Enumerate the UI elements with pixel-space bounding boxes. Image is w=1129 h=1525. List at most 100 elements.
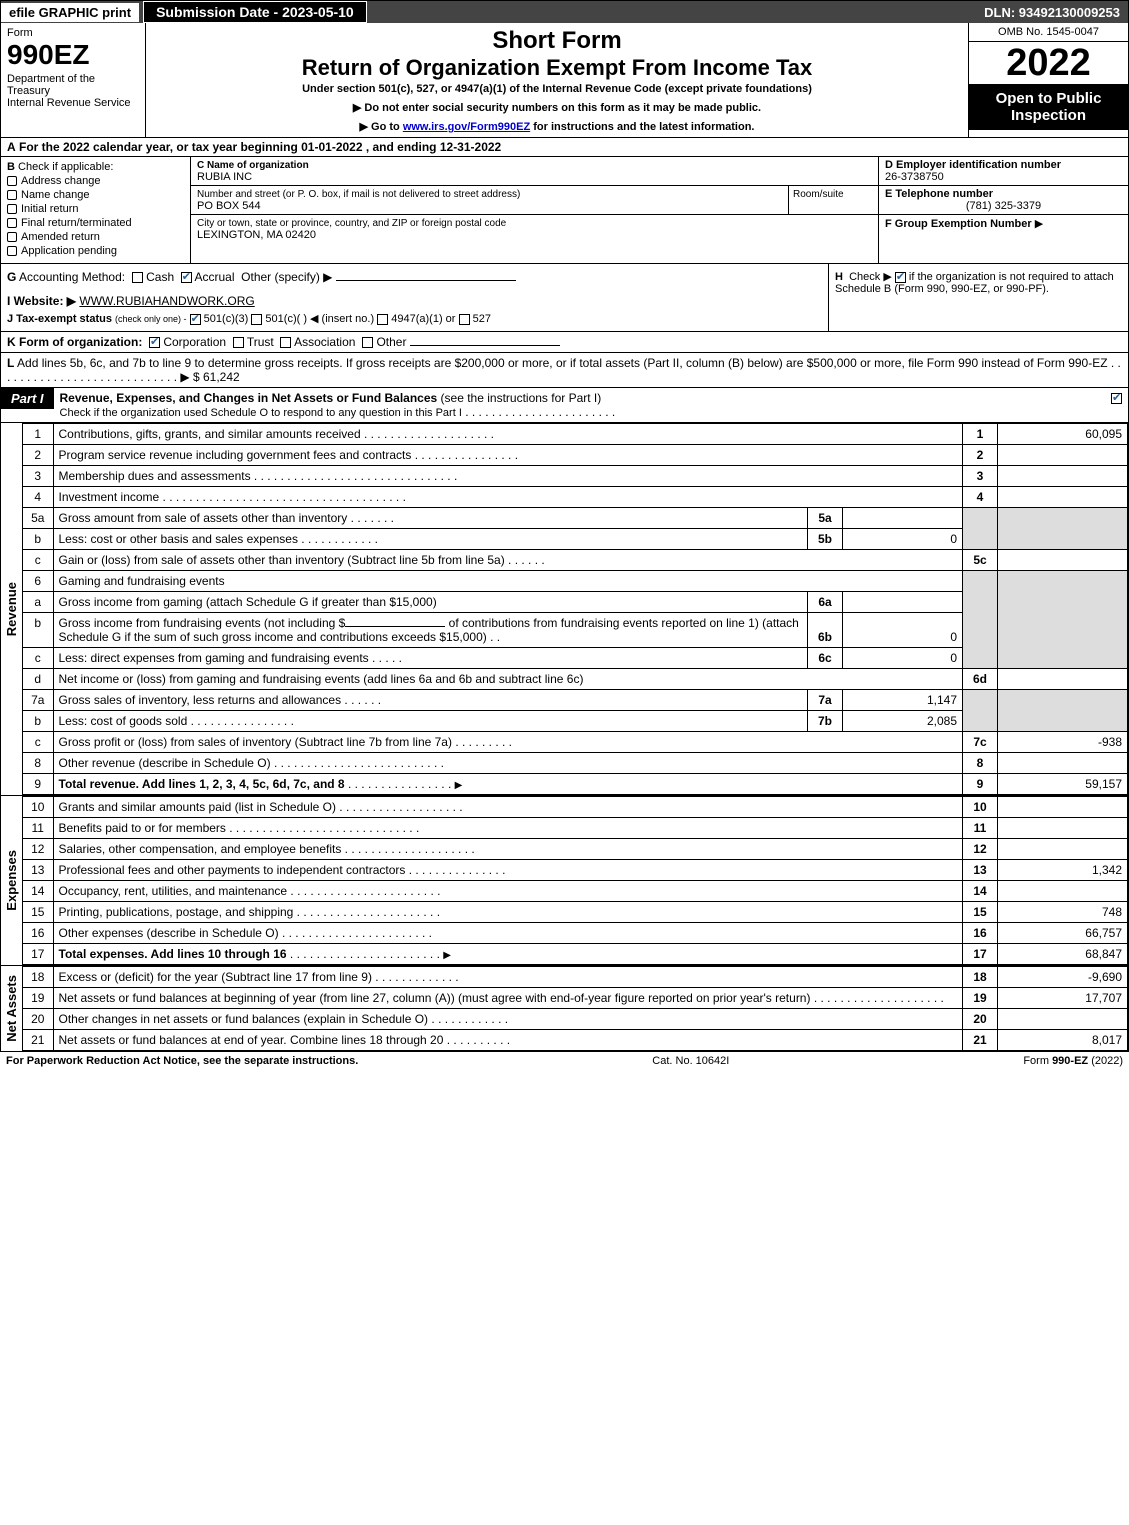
omb-number: OMB No. 1545-0047 — [969, 23, 1128, 42]
line-5a: 5a Gross amount from sale of assets othe… — [23, 508, 1128, 529]
addr-label: Number and street (or P. O. box, if mail… — [197, 189, 520, 200]
other-input[interactable] — [336, 280, 516, 281]
l5b-num: b — [23, 529, 53, 550]
l5c-num: c — [23, 550, 53, 571]
k-other-input[interactable] — [410, 345, 560, 346]
k-trust: Trust — [247, 335, 274, 349]
form-label: Form — [7, 27, 139, 39]
l6c-desc: Less: direct expenses from gaming and fu… — [59, 651, 369, 665]
chk-corp[interactable] — [149, 337, 160, 348]
l7b-desc: Less: cost of goods sold — [59, 714, 188, 728]
l1-linenum: 1 — [963, 424, 998, 445]
j-opt3: 4947(a)(1) or — [391, 313, 455, 325]
l2-linenum: 2 — [963, 445, 998, 466]
netassets-side: Net Assets — [1, 966, 23, 1051]
chk-527[interactable] — [459, 314, 470, 325]
chk-part1[interactable] — [1111, 393, 1122, 404]
line-9: 9 Total revenue. Add lines 1, 2, 3, 4, 5… — [23, 774, 1128, 795]
row-a: A For the 2022 calendar year, or tax yea… — [1, 138, 1128, 157]
l17-val: 68,847 — [998, 944, 1128, 965]
part1-title: Revenue, Expenses, and Changes in Net As… — [60, 391, 438, 405]
l15-num: 15 — [23, 902, 53, 923]
l1-val: 60,095 — [998, 424, 1128, 445]
chk-name-change[interactable]: Name change — [7, 189, 184, 201]
arrow-icon-17 — [443, 947, 451, 961]
chk-4947[interactable] — [377, 314, 388, 325]
l7a-num: 7a — [23, 690, 53, 711]
l7c-val: -938 — [998, 732, 1128, 753]
l-arrow: ▶ $ — [180, 370, 199, 384]
tel-label: E Telephone number — [885, 188, 993, 200]
cell-ein: D Employer identification number 26-3738… — [879, 157, 1128, 186]
chk-accrual[interactable] — [181, 272, 192, 283]
line-6b: b Gross income from fundraising events (… — [23, 613, 1128, 648]
line-6c: c Less: direct expenses from gaming and … — [23, 648, 1128, 669]
bullet1: ▶ Do not enter social security numbers o… — [154, 101, 960, 114]
l20-linenum: 20 — [963, 1009, 998, 1030]
l20-desc: Other changes in net assets or fund bala… — [59, 1012, 429, 1026]
l3-desc: Membership dues and assessments — [59, 469, 251, 483]
l9-desc: Total revenue. Add lines 1, 2, 3, 4, 5c,… — [59, 777, 345, 791]
irs-link[interactable]: www.irs.gov/Form990EZ — [403, 121, 530, 133]
website-value[interactable]: WWW.RUBIAHANDWORK.ORG — [79, 294, 254, 308]
l18-num: 18 — [23, 967, 53, 988]
l6d-desc: Net income or (loss) from gaming and fun… — [59, 672, 584, 686]
l6c-subval: 0 — [843, 648, 963, 669]
room-label: Room/suite — [793, 189, 844, 200]
line-5c: c Gain or (loss) from sale of assets oth… — [23, 550, 1128, 571]
chk-501c[interactable] — [251, 314, 262, 325]
l16-num: 16 — [23, 923, 53, 944]
l6a-desc: Gross income from gaming (attach Schedul… — [59, 595, 437, 609]
line-16: 16 Other expenses (describe in Schedule … — [23, 923, 1128, 944]
l2-num: 2 — [23, 445, 53, 466]
l6b-blank[interactable] — [345, 626, 445, 627]
l15-linenum: 15 — [963, 902, 998, 923]
chk-assoc[interactable] — [280, 337, 291, 348]
group-arrow: ▶ — [1035, 218, 1043, 230]
l4-num: 4 — [23, 487, 53, 508]
label-h: H — [835, 271, 843, 283]
j-opt1: 501(c)(3) — [204, 313, 249, 325]
chk-other[interactable] — [362, 337, 373, 348]
part1-note: (see the instructions for Part I) — [441, 391, 602, 405]
chk-final-return[interactable]: Final return/terminated — [7, 217, 184, 229]
l13-num: 13 — [23, 860, 53, 881]
l13-val: 1,342 — [998, 860, 1128, 881]
l5-grey — [963, 508, 998, 550]
chk-trust[interactable] — [233, 337, 244, 348]
city-label: City or town, state or province, country… — [197, 218, 506, 229]
line-8: 8 Other revenue (describe in Schedule O)… — [23, 753, 1128, 774]
l2-val — [998, 445, 1128, 466]
j-note: (check only one) - — [115, 314, 187, 324]
chk-initial-return[interactable]: Initial return — [7, 203, 184, 215]
l13-linenum: 13 — [963, 860, 998, 881]
netassets-section: Net Assets 18 Excess or (deficit) for th… — [1, 966, 1128, 1051]
chk-application-pending[interactable]: Application pending — [7, 245, 184, 257]
chk-final-label: Final return/terminated — [21, 217, 132, 229]
chk-amended-return[interactable]: Amended return — [7, 231, 184, 243]
chk-501c3[interactable] — [190, 314, 201, 325]
l6d-linenum: 6d — [963, 669, 998, 690]
part1-check-text: Check if the organization used Schedule … — [60, 407, 462, 419]
chk-address-change[interactable]: Address change — [7, 175, 184, 187]
row-a-content: For the 2022 calendar year, or tax year … — [19, 140, 501, 154]
label-j: J Tax-exempt status — [7, 313, 112, 325]
k-assoc: Association — [294, 335, 355, 349]
chk-h[interactable] — [895, 272, 906, 283]
l19-val: 17,707 — [998, 988, 1128, 1009]
l9-linenum: 9 — [963, 774, 998, 795]
tax-year: 2022 — [969, 42, 1128, 84]
other-label: Other (specify) ▶ — [241, 270, 332, 284]
col-d: D Employer identification number 26-3738… — [878, 157, 1128, 263]
chk-name-label: Name change — [21, 189, 90, 201]
l5c-desc: Gain or (loss) from sale of assets other… — [59, 553, 505, 567]
l19-desc: Net assets or fund balances at beginning… — [59, 991, 811, 1005]
line-14: 14 Occupancy, rent, utilities, and maint… — [23, 881, 1128, 902]
bullet2-post: for instructions and the latest informat… — [530, 121, 754, 133]
revenue-table: 1 Contributions, gifts, grants, and simi… — [23, 423, 1128, 795]
line-6d: d Net income or (loss) from gaming and f… — [23, 669, 1128, 690]
chk-cash[interactable] — [132, 272, 143, 283]
line-7a: 7a Gross sales of inventory, less return… — [23, 690, 1128, 711]
l16-linenum: 16 — [963, 923, 998, 944]
line-17: 17 Total expenses. Add lines 10 through … — [23, 944, 1128, 965]
